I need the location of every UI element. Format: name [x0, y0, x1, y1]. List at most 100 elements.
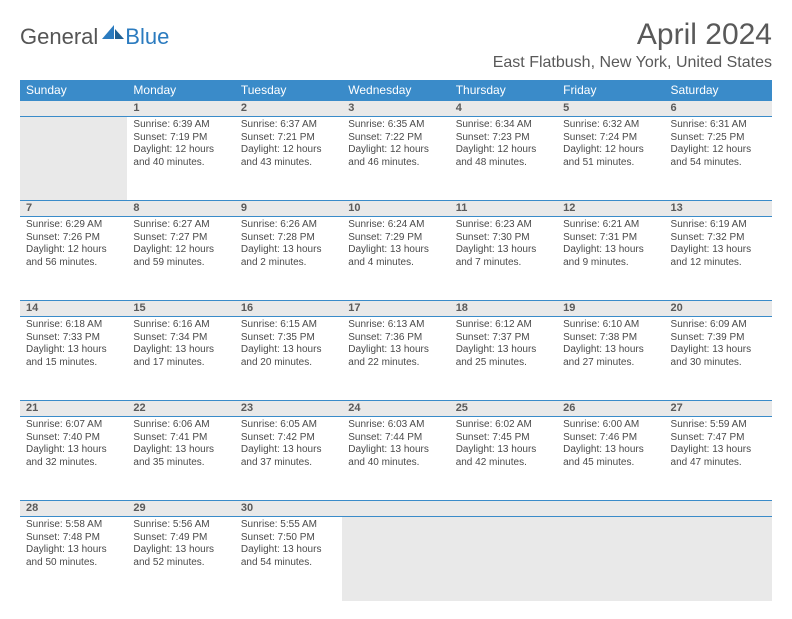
daylight-text: Daylight: 13 hours and 47 minutes.: [671, 444, 766, 469]
day-number-cell: 19: [557, 301, 664, 317]
sunset-text: Sunset: 7:27 PM: [133, 232, 228, 245]
sunset-text: Sunset: 7:39 PM: [671, 332, 766, 345]
day-number-cell: 29: [127, 501, 234, 517]
day-cell: [665, 517, 772, 601]
day-cell-body: Sunrise: 6:12 AMSunset: 7:37 PMDaylight:…: [450, 317, 557, 373]
day-cell: Sunrise: 6:13 AMSunset: 7:36 PMDaylight:…: [342, 317, 449, 401]
daylight-text: Daylight: 13 hours and 35 minutes.: [133, 444, 228, 469]
sunrise-text: Sunrise: 6:34 AM: [456, 119, 551, 132]
sunset-text: Sunset: 7:42 PM: [241, 432, 336, 445]
logo-text-general: General: [20, 24, 98, 50]
sunrise-text: Sunrise: 6:09 AM: [671, 319, 766, 332]
daylight-text: Daylight: 13 hours and 4 minutes.: [348, 244, 443, 269]
calendar-table: Sunday Monday Tuesday Wednesday Thursday…: [20, 80, 772, 601]
daynum-row: 78910111213: [20, 201, 772, 217]
sunrise-text: Sunrise: 6:12 AM: [456, 319, 551, 332]
day-number-cell: 12: [557, 201, 664, 217]
logo: General Blue: [20, 24, 169, 50]
day-cell-body: Sunrise: 5:55 AMSunset: 7:50 PMDaylight:…: [235, 517, 342, 573]
day-cell-body: Sunrise: 6:23 AMSunset: 7:30 PMDaylight:…: [450, 217, 557, 273]
sunrise-text: Sunrise: 6:16 AM: [133, 319, 228, 332]
day-cell-body: Sunrise: 6:35 AMSunset: 7:22 PMDaylight:…: [342, 117, 449, 173]
week-row: Sunrise: 6:29 AMSunset: 7:26 PMDaylight:…: [20, 217, 772, 301]
day-number-cell: 15: [127, 301, 234, 317]
day-cell: Sunrise: 5:55 AMSunset: 7:50 PMDaylight:…: [235, 517, 342, 601]
day-cell: Sunrise: 6:34 AMSunset: 7:23 PMDaylight:…: [450, 117, 557, 201]
day-number-cell: 28: [20, 501, 127, 517]
weekday-header: Thursday: [450, 80, 557, 101]
sunset-text: Sunset: 7:35 PM: [241, 332, 336, 345]
day-cell-body: Sunrise: 6:05 AMSunset: 7:42 PMDaylight:…: [235, 417, 342, 473]
daynum-row: 282930: [20, 501, 772, 517]
day-cell-body: Sunrise: 6:18 AMSunset: 7:33 PMDaylight:…: [20, 317, 127, 373]
sunrise-text: Sunrise: 6:15 AM: [241, 319, 336, 332]
logo-text-blue: Blue: [125, 24, 169, 50]
page-title: April 2024: [493, 18, 772, 52]
daylight-text: Daylight: 12 hours and 43 minutes.: [241, 144, 336, 169]
daylight-text: Daylight: 13 hours and 15 minutes.: [26, 344, 121, 369]
day-cell: [450, 517, 557, 601]
day-cell-body: Sunrise: 6:26 AMSunset: 7:28 PMDaylight:…: [235, 217, 342, 273]
day-cell-body: Sunrise: 6:02 AMSunset: 7:45 PMDaylight:…: [450, 417, 557, 473]
day-cell: Sunrise: 6:16 AMSunset: 7:34 PMDaylight:…: [127, 317, 234, 401]
sunset-text: Sunset: 7:34 PM: [133, 332, 228, 345]
day-number-cell: 8: [127, 201, 234, 217]
daylight-text: Daylight: 13 hours and 20 minutes.: [241, 344, 336, 369]
day-number-cell: [342, 501, 449, 517]
day-cell-body: Sunrise: 6:29 AMSunset: 7:26 PMDaylight:…: [20, 217, 127, 273]
day-cell: Sunrise: 6:23 AMSunset: 7:30 PMDaylight:…: [450, 217, 557, 301]
day-cell: Sunrise: 6:02 AMSunset: 7:45 PMDaylight:…: [450, 417, 557, 501]
sunset-text: Sunset: 7:40 PM: [26, 432, 121, 445]
day-cell: Sunrise: 6:32 AMSunset: 7:24 PMDaylight:…: [557, 117, 664, 201]
day-cell-body: Sunrise: 6:15 AMSunset: 7:35 PMDaylight:…: [235, 317, 342, 373]
sunrise-text: Sunrise: 5:56 AM: [133, 519, 228, 532]
sunrise-text: Sunrise: 6:27 AM: [133, 219, 228, 232]
day-cell-body: Sunrise: 6:07 AMSunset: 7:40 PMDaylight:…: [20, 417, 127, 473]
day-cell: Sunrise: 6:00 AMSunset: 7:46 PMDaylight:…: [557, 417, 664, 501]
sunset-text: Sunset: 7:41 PM: [133, 432, 228, 445]
sunrise-text: Sunrise: 6:03 AM: [348, 419, 443, 432]
day-number-cell: 25: [450, 401, 557, 417]
day-cell-body: Sunrise: 6:32 AMSunset: 7:24 PMDaylight:…: [557, 117, 664, 173]
day-cell: Sunrise: 6:18 AMSunset: 7:33 PMDaylight:…: [20, 317, 127, 401]
sunset-text: Sunset: 7:23 PM: [456, 132, 551, 145]
day-cell: Sunrise: 6:24 AMSunset: 7:29 PMDaylight:…: [342, 217, 449, 301]
sunset-text: Sunset: 7:45 PM: [456, 432, 551, 445]
day-cell: Sunrise: 6:39 AMSunset: 7:19 PMDaylight:…: [127, 117, 234, 201]
day-cell: Sunrise: 6:26 AMSunset: 7:28 PMDaylight:…: [235, 217, 342, 301]
day-cell-body: Sunrise: 5:59 AMSunset: 7:47 PMDaylight:…: [665, 417, 772, 473]
daylight-text: Daylight: 13 hours and 9 minutes.: [563, 244, 658, 269]
day-cell-body: Sunrise: 6:24 AMSunset: 7:29 PMDaylight:…: [342, 217, 449, 273]
day-number-cell: 2: [235, 101, 342, 117]
daylight-text: Daylight: 13 hours and 27 minutes.: [563, 344, 658, 369]
daylight-text: Daylight: 13 hours and 42 minutes.: [456, 444, 551, 469]
day-cell: Sunrise: 6:07 AMSunset: 7:40 PMDaylight:…: [20, 417, 127, 501]
daylight-text: Daylight: 13 hours and 37 minutes.: [241, 444, 336, 469]
header: General Blue April 2024 East Flatbush, N…: [20, 18, 772, 72]
weekday-header: Tuesday: [235, 80, 342, 101]
day-cell: Sunrise: 6:15 AMSunset: 7:35 PMDaylight:…: [235, 317, 342, 401]
sunrise-text: Sunrise: 6:32 AM: [563, 119, 658, 132]
day-number-cell: 4: [450, 101, 557, 117]
daylight-text: Daylight: 13 hours and 17 minutes.: [133, 344, 228, 369]
day-number-cell: 9: [235, 201, 342, 217]
day-cell-body: Sunrise: 6:06 AMSunset: 7:41 PMDaylight:…: [127, 417, 234, 473]
daylight-text: Daylight: 12 hours and 54 minutes.: [671, 144, 766, 169]
sunset-text: Sunset: 7:32 PM: [671, 232, 766, 245]
week-row: Sunrise: 6:18 AMSunset: 7:33 PMDaylight:…: [20, 317, 772, 401]
day-number-cell: 13: [665, 201, 772, 217]
sunset-text: Sunset: 7:37 PM: [456, 332, 551, 345]
sunrise-text: Sunrise: 6:00 AM: [563, 419, 658, 432]
daylight-text: Daylight: 12 hours and 40 minutes.: [133, 144, 228, 169]
day-cell-body: Sunrise: 6:16 AMSunset: 7:34 PMDaylight:…: [127, 317, 234, 373]
day-number-cell: 23: [235, 401, 342, 417]
day-number-cell: 10: [342, 201, 449, 217]
sunrise-text: Sunrise: 5:55 AM: [241, 519, 336, 532]
day-cell: Sunrise: 5:56 AMSunset: 7:49 PMDaylight:…: [127, 517, 234, 601]
week-row: Sunrise: 5:58 AMSunset: 7:48 PMDaylight:…: [20, 517, 772, 601]
logo-sail-icon: [102, 25, 124, 41]
day-cell: Sunrise: 6:05 AMSunset: 7:42 PMDaylight:…: [235, 417, 342, 501]
sunrise-text: Sunrise: 6:13 AM: [348, 319, 443, 332]
weekday-header: Sunday: [20, 80, 127, 101]
day-cell-body: Sunrise: 6:39 AMSunset: 7:19 PMDaylight:…: [127, 117, 234, 173]
